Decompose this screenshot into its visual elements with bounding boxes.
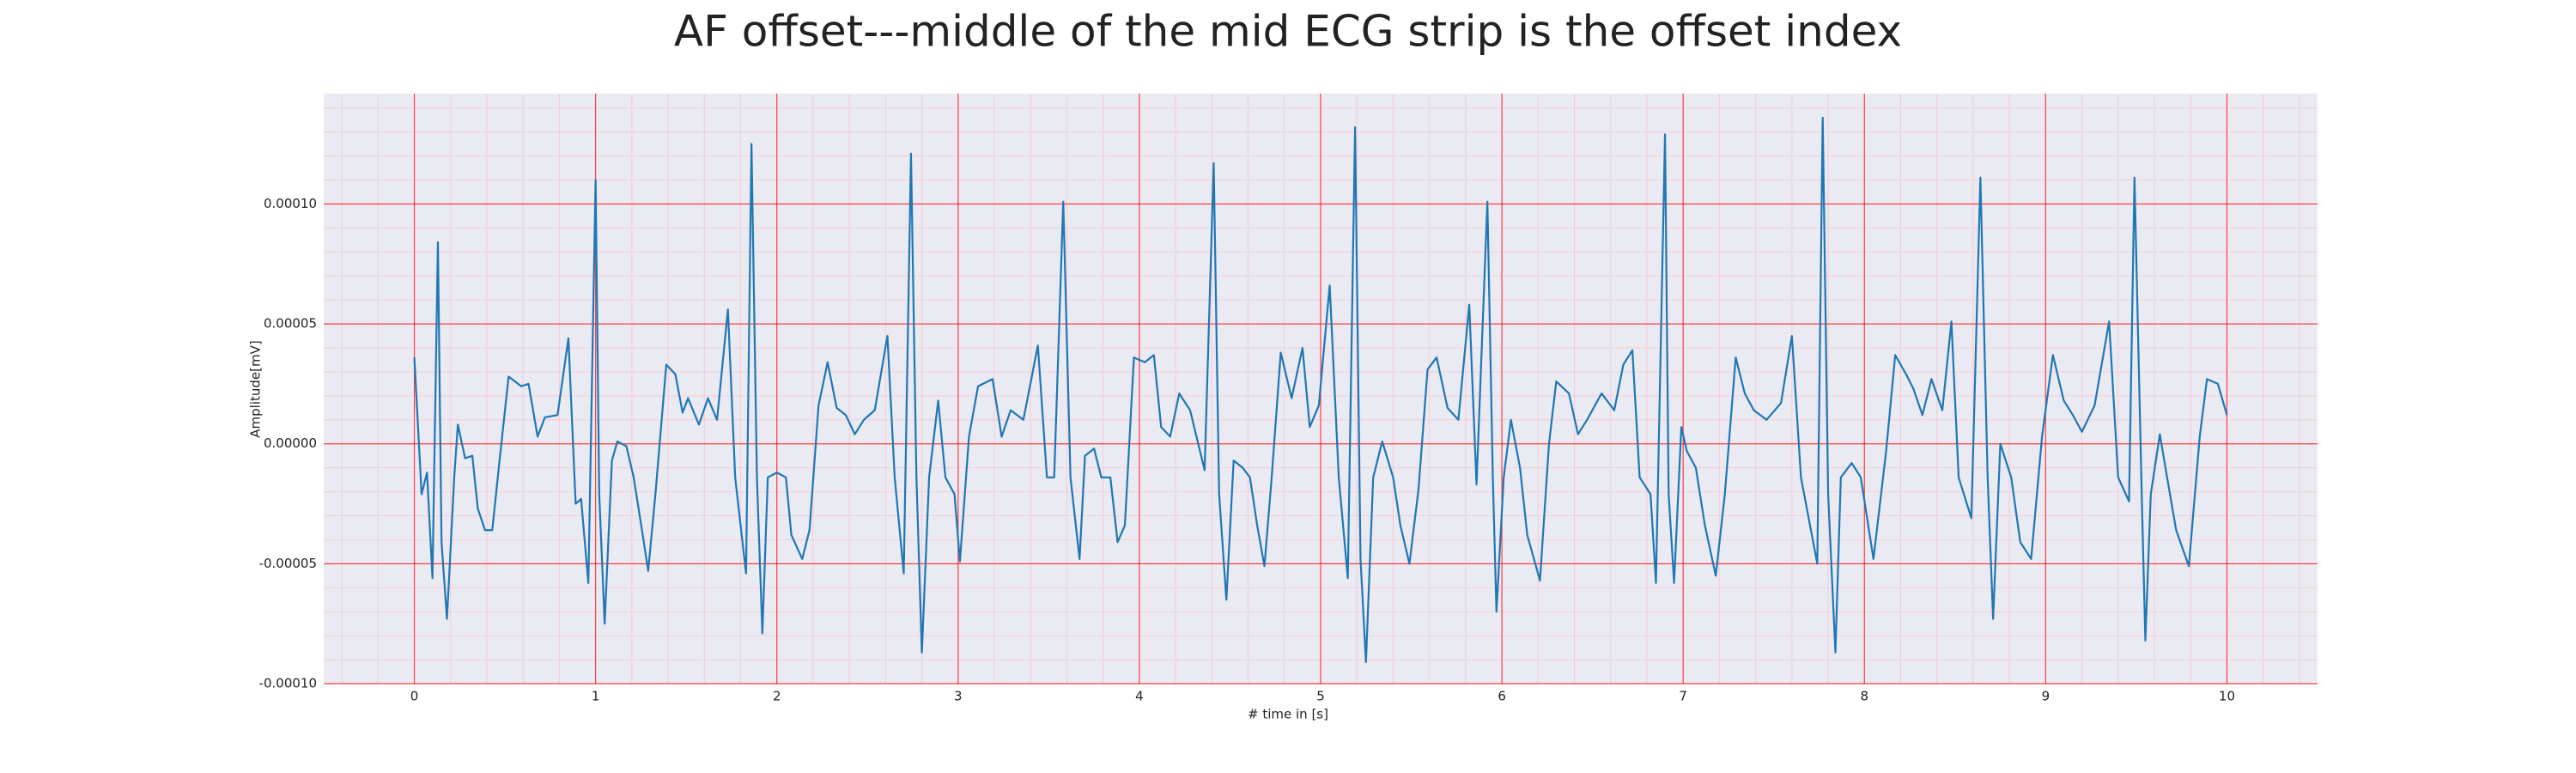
x-tick-label: 5 <box>1316 689 1325 704</box>
x-tick-label: 4 <box>1135 689 1144 704</box>
y-tick-label: 0.00000 <box>264 435 317 451</box>
x-tick-label: 6 <box>1498 689 1506 704</box>
x-tick-label: 7 <box>1679 689 1687 704</box>
x-tick-label: 3 <box>954 689 963 704</box>
y-tick-label: -0.00010 <box>259 676 317 691</box>
x-tick-label: 9 <box>2042 689 2050 704</box>
ecg-line <box>413 116 2228 663</box>
y-axis-label: Amplitude[mV] <box>248 340 264 437</box>
y-tick-label: 0.00005 <box>264 316 317 332</box>
y-tick-label: -0.00005 <box>259 556 317 571</box>
x-tick-label: 2 <box>773 689 781 704</box>
grid <box>324 94 2318 685</box>
x-tick-label: 10 <box>2219 689 2235 704</box>
chart-title: AF offset---middle of the mid ECG strip … <box>674 7 1902 57</box>
x-tick-label: 1 <box>592 689 600 704</box>
x-tick-label: 0 <box>410 689 419 704</box>
x-tick-label: 8 <box>1860 689 1868 704</box>
y-tick-label: 0.00010 <box>264 196 317 211</box>
x-axis-label: # time in [s] <box>1248 707 1328 722</box>
